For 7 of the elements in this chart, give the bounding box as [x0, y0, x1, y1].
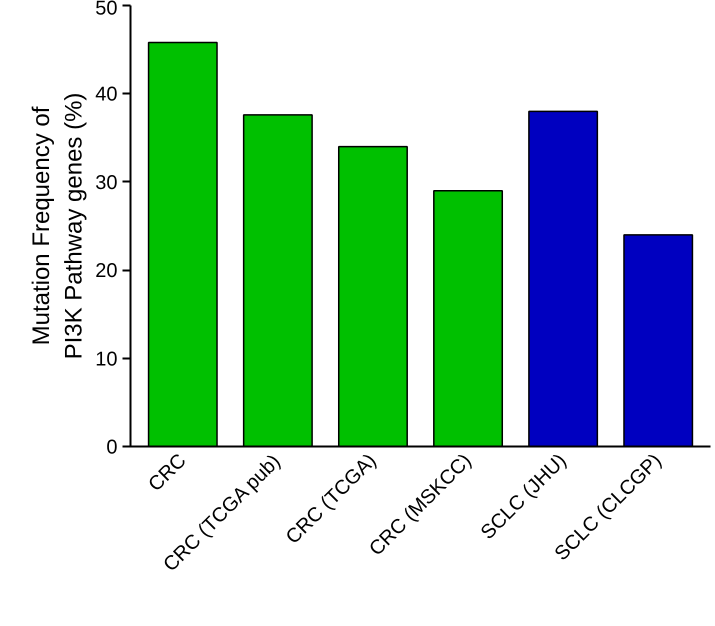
y-tick-label: 40: [95, 84, 118, 106]
y-tick-label: 0: [106, 436, 118, 458]
y-tick-label: 10: [95, 348, 118, 370]
y-tick-label: 50: [95, 0, 118, 20]
y-tick-label: 30: [95, 172, 118, 194]
y-tick-label: 20: [95, 260, 118, 282]
y-axis-title: Mutation Frequency of PI3K Pathway genes (%): [28, 92, 88, 360]
